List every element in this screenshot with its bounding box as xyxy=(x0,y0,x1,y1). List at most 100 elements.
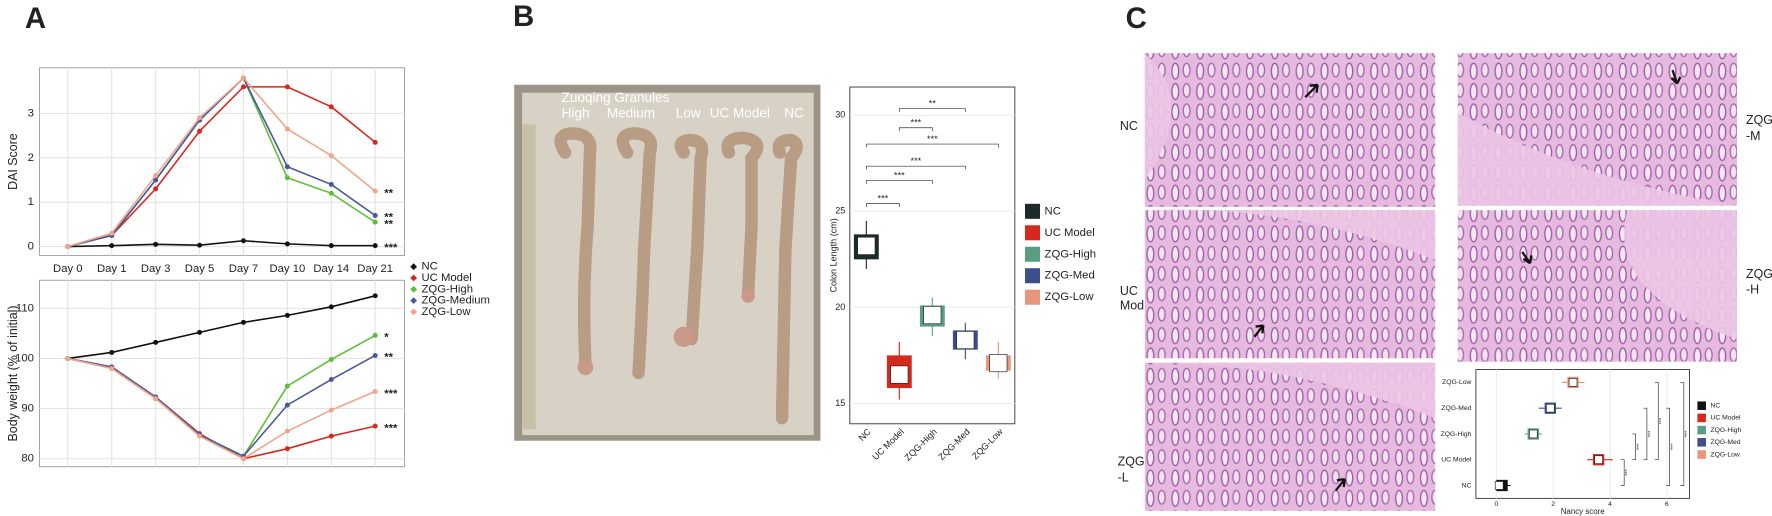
point xyxy=(240,84,246,90)
histology-label: -L xyxy=(1118,470,1129,484)
significance-label: *** xyxy=(384,242,398,254)
x-tick-label: Day 5 xyxy=(185,263,215,275)
y-tick-label: 80 xyxy=(21,453,34,465)
point xyxy=(284,126,290,132)
legend-label: ZQG-Med xyxy=(1045,270,1095,282)
point xyxy=(284,175,290,181)
median-marker xyxy=(989,354,1008,373)
x-tick-label: 6 xyxy=(1665,501,1669,508)
significance-label: *** xyxy=(1685,430,1691,437)
point xyxy=(372,243,378,249)
y-axis-title: Body weight (% of initial) xyxy=(6,305,20,441)
y-tick-label: ZQG-Low xyxy=(1442,379,1471,386)
y-tick-label: 2 xyxy=(28,152,34,164)
point xyxy=(153,173,159,179)
point xyxy=(65,244,71,250)
point xyxy=(240,456,246,462)
point xyxy=(372,423,378,429)
median-marker xyxy=(1568,378,1578,387)
point xyxy=(109,230,115,236)
significance-bracket xyxy=(1620,459,1625,486)
significance-label: ** xyxy=(384,352,393,364)
legend-label: ZQG-High xyxy=(1710,427,1741,434)
y-axis-title: DAI Score xyxy=(6,133,20,190)
point xyxy=(65,355,71,361)
significance-label: *** xyxy=(384,422,398,434)
point xyxy=(328,304,334,310)
legend-label: NC xyxy=(422,261,438,273)
x-tick-label: ZQG-Med xyxy=(936,427,971,462)
point xyxy=(372,188,378,194)
x-tick-label: Day 1 xyxy=(97,263,127,275)
point xyxy=(328,190,334,196)
point xyxy=(109,349,115,355)
point xyxy=(328,243,334,249)
point xyxy=(284,84,290,90)
series-line xyxy=(67,239,376,248)
point xyxy=(197,128,203,134)
point xyxy=(240,319,246,325)
point xyxy=(328,407,334,413)
point xyxy=(328,153,334,159)
legend-swatch xyxy=(1697,413,1706,423)
legend-label: ZQG-Low xyxy=(1045,291,1095,303)
legend-swatch xyxy=(1697,438,1706,447)
significance-bracket xyxy=(865,203,900,208)
median-marker xyxy=(923,306,942,325)
histology-label: NC xyxy=(1120,119,1138,133)
legend-label: ZQG-High xyxy=(1045,248,1096,260)
point xyxy=(197,115,203,121)
legend-swatch xyxy=(1697,450,1706,459)
y-tick-label: 30 xyxy=(835,110,845,120)
histology-label: -H xyxy=(1746,283,1759,297)
point xyxy=(372,139,378,145)
point xyxy=(372,352,378,358)
x-axis-title: Nancy score xyxy=(1561,507,1606,516)
median-marker xyxy=(1494,481,1504,490)
significance-bracket xyxy=(865,165,966,170)
significance-bracket xyxy=(1654,382,1659,461)
point xyxy=(372,293,378,299)
legend-marker xyxy=(410,297,418,304)
legend-label: ZQG-Low xyxy=(1710,451,1739,458)
significance-bracket xyxy=(865,143,999,148)
significance-label: *** xyxy=(1659,417,1665,424)
series-line xyxy=(67,354,376,458)
series-line xyxy=(67,76,376,248)
legend-label: ZQG-Med xyxy=(1710,439,1740,446)
point xyxy=(153,241,159,247)
y-tick-label: 1 xyxy=(28,196,34,208)
photo-label: UC Model xyxy=(710,106,770,121)
significance-label: ** xyxy=(384,187,393,199)
legend-label: ZQG-Low xyxy=(422,306,472,318)
significance-label: *** xyxy=(384,388,398,400)
significance-label: ** xyxy=(384,218,393,230)
y-tick-label: 15 xyxy=(835,398,845,408)
photo-label: Low xyxy=(676,106,701,121)
y-tick-label: 110 xyxy=(16,302,34,314)
colon-photo xyxy=(514,84,821,441)
significance-label: *** xyxy=(911,118,922,128)
x-tick-label: Day 10 xyxy=(269,263,305,275)
point xyxy=(372,213,378,218)
x-tick-label: 2 xyxy=(1551,501,1555,508)
legend-marker xyxy=(410,263,418,271)
y-tick-label: ZQG-Med xyxy=(1441,405,1471,412)
significance-label: ** xyxy=(384,212,393,224)
point xyxy=(284,446,290,452)
median-marker xyxy=(890,365,909,384)
x-tick-label: NC xyxy=(857,426,874,443)
x-tick-label: Day 3 xyxy=(141,263,171,275)
y-tick-label: 3 xyxy=(28,107,34,119)
point xyxy=(153,339,159,345)
significance-bracket xyxy=(1680,382,1685,486)
histology-label: ZQG xyxy=(1118,454,1145,468)
plot-background xyxy=(1475,369,1690,499)
point xyxy=(284,428,290,434)
significance-label: *** xyxy=(927,134,938,144)
significance-bracket xyxy=(1632,433,1636,461)
series-line xyxy=(67,86,376,248)
legend-marker xyxy=(410,308,418,316)
median-marker xyxy=(956,330,975,350)
